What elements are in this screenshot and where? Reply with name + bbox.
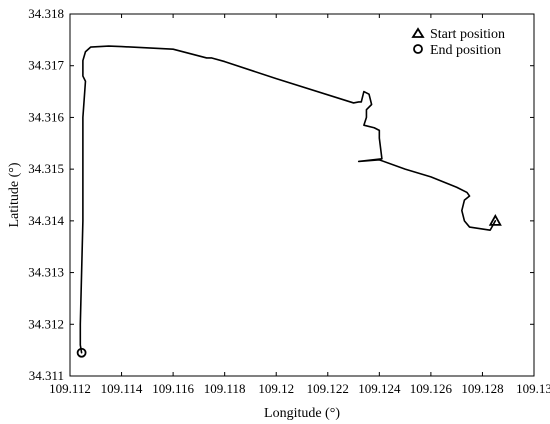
- x-axis-ticks: 109.112 109.114 109.116 109.118 109.12 109.12…: [49, 14, 550, 396]
- y-tick-label: 34.311: [29, 368, 64, 383]
- track-line: [79, 45, 497, 354]
- y-tick-label: 34.313: [28, 265, 64, 280]
- end-marker: [76, 347, 87, 358]
- y-tick-label: 34.316: [28, 109, 64, 124]
- x-tick-label: 109.116: [152, 381, 194, 396]
- y-axis-label: Latitude (°): [7, 162, 22, 227]
- x-tick-label: 109.126: [410, 381, 453, 396]
- plot-frame: [69, 13, 535, 377]
- x-tick-label: 109.13: [516, 381, 550, 396]
- legend-triangle-icon: [411, 27, 425, 38]
- x-tick-label: 109.124: [358, 381, 401, 396]
- legend-start-label: Start position: [430, 27, 505, 42]
- legend-end-label: End position: [430, 43, 501, 58]
- y-tick-label: 34.314: [28, 213, 64, 228]
- y-axis-ticks: 34.311 34.312 34.313 34.314 34.315 34.316 34.3…: [28, 6, 534, 383]
- x-tick-label: 109.112: [49, 381, 91, 396]
- x-tick-label: 109.12: [258, 381, 294, 396]
- legend: Start position End position: [411, 27, 505, 58]
- y-tick-label: 34.317: [28, 58, 64, 73]
- x-axis-label: Longitude (°): [264, 406, 340, 421]
- x-tick-label: 109.118: [204, 381, 246, 396]
- start-marker: [488, 214, 502, 226]
- y-tick-label: 34.312: [28, 316, 64, 331]
- y-tick-label: 34.318: [28, 6, 64, 21]
- x-tick-label: 109.128: [461, 381, 503, 396]
- x-tick-label: 109.114: [101, 381, 143, 396]
- x-tick-label: 109.122: [307, 381, 349, 396]
- legend-circle-icon: [413, 44, 423, 54]
- y-tick-label: 34.315: [28, 161, 64, 176]
